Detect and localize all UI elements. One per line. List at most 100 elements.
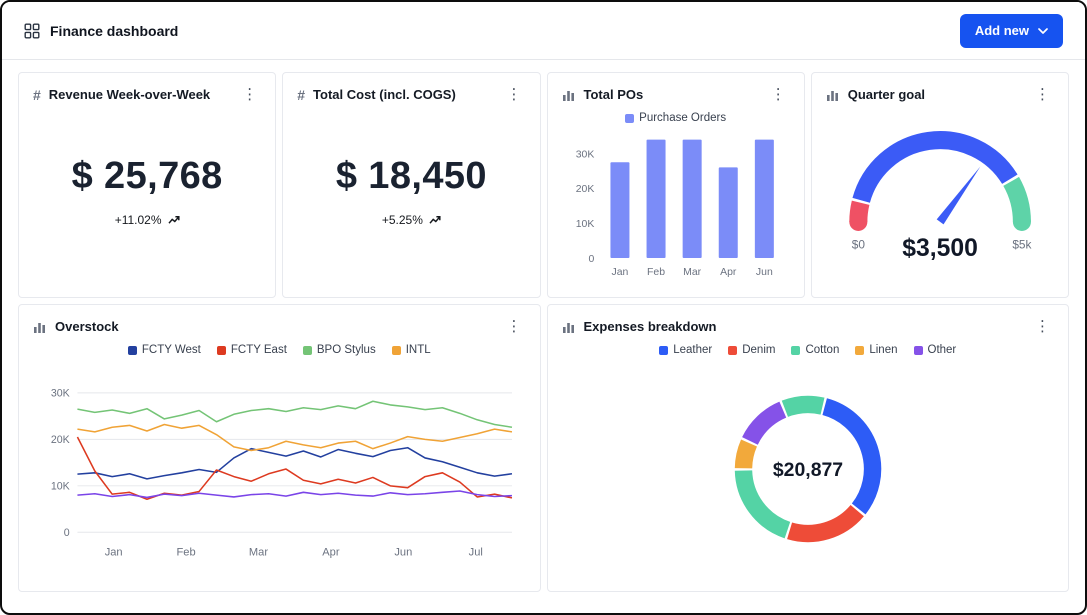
delta-text: +11.02% xyxy=(114,212,162,227)
card-header: # Revenue Week-over-Week ⋮ xyxy=(33,85,261,104)
legend-label: FCTY East xyxy=(230,344,287,356)
bar xyxy=(610,161,630,258)
dashboard-grid: # Revenue Week-over-Week ⋮ $ 25,768 +11.… xyxy=(2,60,1085,606)
card-menu-button[interactable]: ⋮ xyxy=(503,317,526,336)
legend-swatch xyxy=(728,345,738,355)
series-line xyxy=(77,400,513,428)
card-title: Overstock xyxy=(55,319,119,334)
card-menu-button[interactable]: ⋮ xyxy=(1031,317,1054,336)
stat-body: $ 25,768 +11.02% xyxy=(33,104,261,285)
card-total-cost: # Total Cost (incl. COGS) ⋮ $ 18,450 +5.… xyxy=(282,72,541,298)
donut-slice xyxy=(821,397,881,514)
donut-slice xyxy=(781,395,825,417)
chevron-down-icon xyxy=(1038,27,1048,34)
legend-item: Leather xyxy=(659,344,712,356)
gauge-value: $3,500 xyxy=(902,235,978,262)
revenue-delta: +11.02% xyxy=(115,213,180,227)
chart-legend: Leather Denim Cotton Linen Other xyxy=(562,344,1055,356)
add-new-label: Add new xyxy=(974,23,1029,38)
legend-swatch xyxy=(127,345,137,355)
quarter-goal-gauge: $0 $5k $3,500 xyxy=(849,131,1031,262)
card-title: Total POs xyxy=(583,87,644,102)
bar xyxy=(682,139,702,258)
legend-item: Linen xyxy=(855,344,898,356)
gauge-min-label: $0 xyxy=(851,238,865,252)
chart-area: 30K 20K 10K 0 Jan Feb Mar Apr Jun xyxy=(562,126,790,285)
legend-label: INTL xyxy=(405,344,431,356)
bar xyxy=(646,139,666,258)
card-menu-button[interactable]: ⋮ xyxy=(238,85,261,104)
y-tick-label: 0 xyxy=(64,527,70,539)
y-tick-label: 20K xyxy=(575,184,594,195)
header-left: Finance dashboard xyxy=(24,23,178,39)
y-tick-label: 20K xyxy=(51,434,70,446)
hash-icon: # xyxy=(297,86,306,103)
chart-area: $20,877 xyxy=(562,358,1055,579)
x-tick-label: Jan xyxy=(611,267,628,278)
legend-swatch xyxy=(391,345,401,355)
card-expenses: Expenses breakdown ⋮ Leather Denim Cotton L… xyxy=(546,304,1069,592)
hash-icon: # xyxy=(33,86,41,103)
trend-up-icon xyxy=(167,215,180,224)
series-line xyxy=(77,490,513,499)
gauge-end-cap xyxy=(1012,213,1031,232)
card-header: # Total Cost (incl. COGS) ⋮ xyxy=(297,85,525,104)
legend-swatch xyxy=(216,345,226,355)
card-title: Expenses breakdown xyxy=(583,319,717,334)
card-title: Quarter goal xyxy=(847,87,926,102)
legend-swatch xyxy=(913,345,923,355)
donut-slice xyxy=(734,469,791,538)
bar-chart-icon xyxy=(826,90,838,101)
card-title: Total Cost (incl. COGS) xyxy=(313,87,456,102)
legend-item: BPO Stylus xyxy=(302,344,376,356)
legend-item: Denim xyxy=(728,344,775,356)
legend-item: Other xyxy=(913,344,956,356)
donut-center-value: $20,877 xyxy=(773,459,843,481)
total-cost-value: $ 18,450 xyxy=(335,154,487,197)
x-tick-label: Jun xyxy=(756,267,773,278)
bar-chart-icon xyxy=(34,322,45,333)
series-line xyxy=(77,423,513,452)
dashboard-grid-icon xyxy=(24,23,40,38)
y-tick-label: 0 xyxy=(588,254,594,265)
revenue-value: $ 25,768 xyxy=(71,154,223,197)
legend-label: Linen xyxy=(869,344,898,356)
y-tick-label: 10K xyxy=(575,219,594,230)
card-menu-button[interactable]: ⋮ xyxy=(1031,85,1054,104)
x-tick-label: Apr xyxy=(322,546,340,558)
card-menu-button[interactable]: ⋮ xyxy=(767,85,790,104)
card-total-pos: Total POs ⋮ Purchase Orders 30K 20K 10K 0 Ja… xyxy=(546,72,805,298)
legend-label: FCTY West xyxy=(141,344,201,356)
x-tick-label: Mar xyxy=(249,546,268,558)
card-menu-button[interactable]: ⋮ xyxy=(503,85,526,104)
y-tick-label: 30K xyxy=(575,149,594,160)
legend-label: Purchase Orders xyxy=(639,112,727,124)
page-title: Finance dashboard xyxy=(50,22,179,39)
card-overstock: Overstock ⋮ FCTY West FCTY East BPO Stylus… xyxy=(18,304,541,592)
card-revenue: # Revenue Week-over-Week ⋮ $ 25,768 +11.… xyxy=(18,72,277,298)
card-header: Total POs ⋮ xyxy=(562,85,790,104)
legend-label: Leather xyxy=(673,344,713,356)
legend-item: Purchase Orders xyxy=(625,112,726,124)
legend-item: FCTY West xyxy=(127,344,201,356)
legend-item: INTL xyxy=(391,344,431,356)
x-tick-label: Apr xyxy=(720,267,737,278)
donut-slice xyxy=(786,504,864,542)
legend-swatch xyxy=(855,345,865,355)
stat-body: $ 18,450 +5.25% xyxy=(297,104,525,285)
donut-slice xyxy=(734,438,757,469)
gauge-end-cap xyxy=(849,213,868,232)
donut-slice xyxy=(741,401,787,445)
series-line xyxy=(77,446,513,480)
x-tick-label: Jul xyxy=(469,546,483,558)
add-new-button[interactable]: Add new xyxy=(959,13,1063,48)
chart-area: $0 $5k $3,500 xyxy=(826,104,1054,285)
card-header: Expenses breakdown ⋮ xyxy=(562,317,1055,336)
gauge-max-label: $5k xyxy=(1012,238,1031,252)
x-tick-label: Mar xyxy=(683,267,701,278)
x-tick-label: Jun xyxy=(394,546,412,558)
chart-legend: FCTY West FCTY East BPO Stylus INTL xyxy=(33,344,526,356)
chart-area: 30K 20K 10K 0 Jan Feb Mar Apr Jun Jul xyxy=(33,358,526,579)
gauge-segment xyxy=(852,131,1018,204)
